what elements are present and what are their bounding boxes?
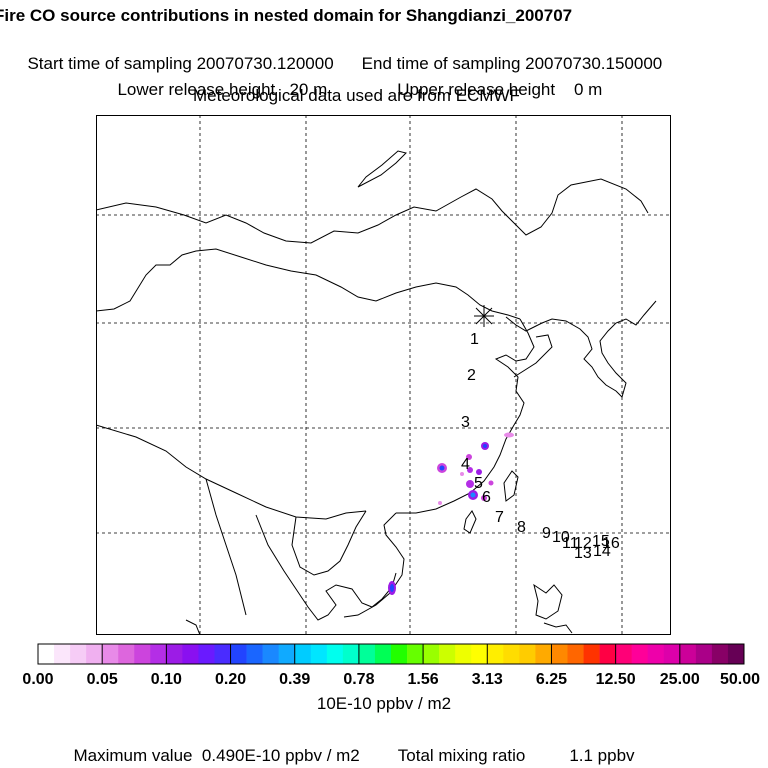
colorbar-cell (326, 644, 344, 664)
colorbar-cell (391, 644, 408, 664)
colorbar-cell (374, 644, 392, 664)
colorbar-cell (38, 644, 55, 664)
trajectory-label-8: 8 (517, 519, 526, 536)
trajectory-label-5: 5 (474, 475, 483, 492)
colorbar-cell (519, 644, 536, 664)
colorbar-cell (711, 644, 729, 664)
colorbar-tick-label: 50.00 (720, 671, 760, 688)
colorbar-cell (262, 644, 279, 664)
summary-footer: Maximum value 0.490E-10 ppbv / m2 Total m… (64, 726, 635, 766)
colorbar-cell (695, 644, 713, 664)
trajectory-label-6: 6 (482, 489, 491, 506)
colorbar-tick-label: 0.78 (343, 671, 374, 688)
colorbar-cell (310, 644, 328, 664)
colorbar-cell (86, 644, 103, 664)
start-time-label: Start time of sampling 20070730.120000 (27, 54, 334, 73)
colorbar-cell (583, 644, 600, 664)
colorbar-cell (358, 644, 376, 664)
colorbar-cell (439, 644, 456, 664)
trajectory-label-11: 11 (562, 535, 579, 552)
colorbar-cell (423, 644, 440, 664)
colorbar-cell (246, 644, 263, 664)
asterisk-icon (474, 305, 494, 327)
colorbar-tick-label: 0.10 (151, 671, 182, 688)
colorbar-cell (278, 644, 296, 664)
colorbar-cell (214, 644, 231, 664)
trajectory-label-16: 16 (602, 535, 620, 552)
grid-lines (96, 115, 671, 635)
total-mixing-value: 1.1 ppbv (569, 746, 635, 765)
colorbar-tick-label: 25.00 (660, 671, 700, 688)
colorbar-cell (118, 644, 135, 664)
trajectory-label-14: 14 (593, 543, 611, 560)
colorbar-cell (727, 644, 745, 664)
colorbar-cell (407, 644, 424, 664)
map-title: Fire CO source contributions in nested d… (0, 6, 573, 25)
colorbar-tick-label: 0.05 (87, 671, 118, 688)
colorbar-cell (294, 644, 312, 664)
colorbar: 0.00 0.05 0.10 0.20 0.39 0.78 1.56 3.13 6.25 12.5… (22, 643, 760, 688)
upper-release-label: Upper release height 0 m (397, 80, 603, 99)
colorbar-cell (102, 644, 119, 664)
met-data-label: Meteorological data used are from ECMWF (193, 86, 520, 105)
colorbar-tick-label: 3.13 (472, 671, 503, 688)
colorbar-tick-label: 12.50 (596, 671, 636, 688)
trajectory-label-1: 1 (470, 331, 479, 348)
trajectory-label-4: 4 (461, 456, 470, 473)
colorbar-cell (615, 644, 632, 664)
colorbar-cell (647, 644, 665, 664)
colorbar-cell (535, 644, 552, 664)
trajectory-label-15: 15 (592, 533, 610, 550)
colorbar-cell (70, 644, 87, 664)
colorbar-cell (134, 644, 151, 664)
colorbar-cell (54, 644, 71, 664)
total-mixing-label: Total mixing ratio (397, 746, 526, 765)
trajectory-label-9: 9 (542, 525, 551, 542)
colorbar-cell (182, 644, 199, 664)
map-panel: 1 2 3 4 5 6 7 8 9 10 11 12 13 14 15 16 (96, 115, 671, 635)
colorbar-cell (663, 644, 681, 664)
colorbar-tick-label: 1.56 (408, 671, 439, 688)
colorbar-cell (679, 644, 697, 664)
colorbar-cell (455, 644, 472, 664)
colorbar-cell (471, 644, 488, 664)
trajectory-label-7: 7 (495, 509, 504, 526)
colorbar-cell (503, 644, 520, 664)
colorbar-tick-label: 0.00 (22, 671, 53, 688)
trajectory-label-13: 13 (574, 545, 592, 562)
colorbar-cell (599, 644, 616, 664)
colorbar-tick-label: 6.25 (536, 671, 567, 688)
trajectory-label-3: 3 (461, 414, 470, 431)
trajectory-label-2: 2 (467, 367, 476, 384)
colorbar-tick-label: 0.39 (279, 671, 310, 688)
colorbar-cell (551, 644, 568, 664)
colorbar-units: 10E-10 ppbv / m2 (316, 694, 452, 713)
coastlines-borders (96, 150, 657, 635)
sampling-times: Start time of sampling 20070730.120000 En… (18, 34, 768, 74)
release-heights: Lower release height 20 m Upper release h… (108, 60, 768, 100)
lower-release-label: Lower release height 20 m (117, 80, 328, 99)
end-time-label: End time of sampling 20070730.150000 (361, 54, 663, 73)
fire-contribution-plumes (388, 432, 514, 595)
colorbar-cell (230, 644, 247, 664)
colorbar-cell (342, 644, 360, 664)
trajectory-label-12: 12 (574, 535, 592, 552)
trajectory-label-10: 10 (552, 529, 570, 546)
colorbar-cell (631, 644, 649, 664)
colorbar-cell (567, 644, 584, 664)
colorbar-tick-labels: 0.00 0.05 0.10 0.20 0.39 0.78 1.56 3.13 6.25 12.5… (22, 671, 760, 688)
colorbar-cell (166, 644, 183, 664)
colorbar-tick-label: 0.20 (215, 671, 246, 688)
max-value-label: Maximum value 0.490E-10 ppbv / m2 (73, 746, 360, 765)
colorbar-cell (198, 644, 215, 664)
trajectory-labels: 1 2 3 4 5 6 7 8 9 10 11 12 13 14 15 16 (461, 331, 620, 562)
colorbar-cell (150, 644, 167, 664)
colorbar-cells (37, 643, 745, 665)
colorbar-cell (487, 644, 504, 664)
